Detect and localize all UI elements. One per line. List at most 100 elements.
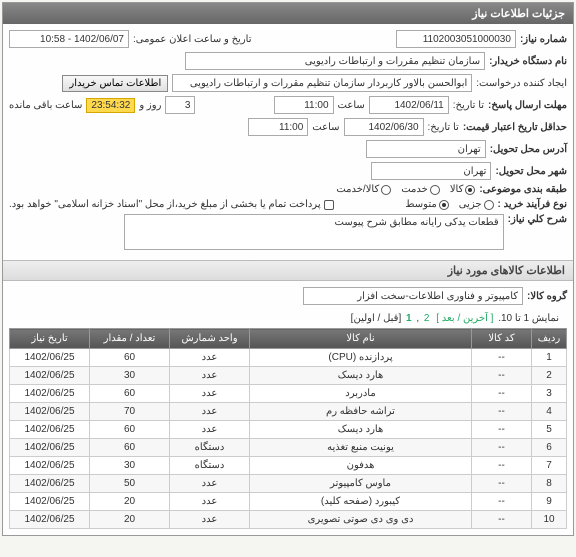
goods-group-field: کامپیوتر و فناوری اطلاعات-سخت افزار <box>303 287 523 305</box>
remain-label: ساعت باقی مانده <box>9 100 82 111</box>
table-header-row: ردیف کد کالا نام کالا واحد شمارش تعداد /… <box>10 329 567 349</box>
need-no-label: شماره نیاز: <box>520 34 567 45</box>
table-cell: کیبورد (صفحه کلید) <box>250 493 472 511</box>
table-cell: 3 <box>532 385 567 403</box>
cat-radio-kala[interactable]: کالا <box>450 184 476 195</box>
table-cell: 8 <box>532 475 567 493</box>
table-cell: پردازنده (CPU) <box>250 349 472 367</box>
buyer-device-field: سازمان تنظیم مقررات و ارتباطات رادیویی <box>185 52 485 70</box>
radio-icon <box>484 200 494 210</box>
payment-check[interactable]: پرداخت تمام یا بخشی از مبلغ خرید،از محل … <box>9 199 334 210</box>
requester-label: ایجاد کننده درخواست: <box>476 78 567 89</box>
table-cell: -- <box>472 421 532 439</box>
credit-time: 11:00 <box>248 118 308 136</box>
table-row[interactable]: 6--یونیت منبع تغذیهدستگاه601402/06/25 <box>10 439 567 457</box>
table-row[interactable]: 9--کیبورد (صفحه کلید)عدد201402/06/25 <box>10 493 567 511</box>
main-panel: جزئیات اطلاعات نیاز شماره نیاز: 11020030… <box>2 2 574 536</box>
table-cell: 1402/06/25 <box>10 421 90 439</box>
table-cell: 50 <box>90 475 170 493</box>
category-radio-group: کالا خدمت کالا/خدمت <box>336 184 475 195</box>
type-radio-1[interactable]: جزیی <box>459 199 494 210</box>
table-cell: 1402/06/25 <box>10 493 90 511</box>
table-cell: عدد <box>170 403 250 421</box>
pager-last-next[interactable]: [ آخرین / بعد ] <box>436 313 493 324</box>
days-field: 3 <box>165 96 195 114</box>
table-cell: 1402/06/25 <box>10 511 90 529</box>
radio-icon <box>465 185 475 195</box>
table-row[interactable]: 7--هدفوندستگاه301402/06/25 <box>10 457 567 475</box>
requester-field: ابوالحسن بالاور کاربردار سازمان تنظیم مق… <box>172 74 472 92</box>
need-no-field: 1102003051000030 <box>396 30 516 48</box>
deadline-date: 1402/06/11 <box>369 96 449 114</box>
col-row: ردیف <box>532 329 567 349</box>
panel-title: جزئیات اطلاعات نیاز <box>3 3 573 24</box>
pager-prefix: نمایش 1 تا 10. <box>498 313 559 324</box>
table-cell: 60 <box>90 385 170 403</box>
table-cell: 5 <box>532 421 567 439</box>
time-label-2: ساعت <box>312 122 339 133</box>
table-cell: 1402/06/25 <box>10 349 90 367</box>
credit-until-label: تا تاریخ: <box>428 122 459 133</box>
table-cell: 9 <box>532 493 567 511</box>
table-cell: دی وی دی صوتی تصویری <box>250 511 472 529</box>
table-cell: عدد <box>170 385 250 403</box>
table-row[interactable]: 4--تراشه حافظه رمعدد701402/06/25 <box>10 403 567 421</box>
col-qty: تعداد / مقدار <box>90 329 170 349</box>
table-cell: هارد دیسک <box>250 421 472 439</box>
table-cell: -- <box>472 385 532 403</box>
type-radio-group: جزیی متوسط <box>405 199 493 210</box>
table-cell: 60 <box>90 349 170 367</box>
table-cell: 1402/06/25 <box>10 439 90 457</box>
table-cell: 70 <box>90 403 170 421</box>
table-cell: -- <box>472 475 532 493</box>
pager-page-2[interactable]: 2 <box>424 313 430 324</box>
table-cell: 30 <box>90 457 170 475</box>
cat-radio-both[interactable]: کالا/خدمت <box>336 184 391 195</box>
table-cell: 2 <box>532 367 567 385</box>
table-cell: 10 <box>532 511 567 529</box>
table-cell: دستگاه <box>170 457 250 475</box>
table-cell: -- <box>472 367 532 385</box>
table-cell: هارد دیسک <box>250 367 472 385</box>
cat-radio-khedmat[interactable]: خدمت <box>401 184 440 195</box>
pager-suffix: [قبل / اولین] <box>351 313 402 324</box>
table-row[interactable]: 1--پردازنده (CPU)عدد601402/06/25 <box>10 349 567 367</box>
table-row[interactable]: 5--هارد دیسکعدد601402/06/25 <box>10 421 567 439</box>
checkbox-icon <box>324 200 334 210</box>
table-cell: مادربرد <box>250 385 472 403</box>
form-area: شماره نیاز: 1102003051000030 تاریخ و ساع… <box>3 24 573 260</box>
table-cell: دستگاه <box>170 439 250 457</box>
deadline-time: 11:00 <box>274 96 334 114</box>
table-cell: 6 <box>532 439 567 457</box>
type-radio-2[interactable]: متوسط <box>405 199 448 210</box>
table-cell: عدد <box>170 367 250 385</box>
table-cell: 20 <box>90 493 170 511</box>
delivery-city-label: شهر محل تحویل: <box>495 166 567 177</box>
pager-page-1[interactable]: 1 <box>406 313 412 324</box>
subject-cat-label: طبقه بندی موضوعی: <box>479 184 567 195</box>
table-cell: 1 <box>532 349 567 367</box>
table-cell: -- <box>472 457 532 475</box>
deadline-label: مهلت ارسال پاسخ: <box>488 100 567 111</box>
table-cell: عدد <box>170 511 250 529</box>
col-name: نام کالا <box>250 329 472 349</box>
credit-start-label: حداقل تاریخ اعتبار قیمت: <box>463 122 567 133</box>
table-cell: 1402/06/25 <box>10 385 90 403</box>
contact-button[interactable]: اطلاعات تماس خریدار <box>62 75 168 92</box>
table-row[interactable]: 2--هارد دیسکعدد301402/06/25 <box>10 367 567 385</box>
table-cell: -- <box>472 439 532 457</box>
table-row[interactable]: 10--دی وی دی صوتی تصویریعدد201402/06/25 <box>10 511 567 529</box>
desc-label: شرح کلي نياز: <box>508 214 567 225</box>
goods-section-title: اطلاعات كالاهای مورد نياز <box>3 260 573 281</box>
delivery-addr-label: آدرس محل تحویل: <box>490 144 567 155</box>
table-row[interactable]: 3--مادربردعدد601402/06/25 <box>10 385 567 403</box>
table-cell: 20 <box>90 511 170 529</box>
table-row[interactable]: 8--ماوس کامپیوترعدد501402/06/25 <box>10 475 567 493</box>
table-cell: هدفون <box>250 457 472 475</box>
table-cell: -- <box>472 403 532 421</box>
table-cell: 1402/06/25 <box>10 403 90 421</box>
table-cell: تراشه حافظه رم <box>250 403 472 421</box>
delivery-city: تهران <box>371 162 491 180</box>
table-cell: عدد <box>170 475 250 493</box>
announce-label: تاریخ و ساعت اعلان عمومی: <box>133 34 252 45</box>
